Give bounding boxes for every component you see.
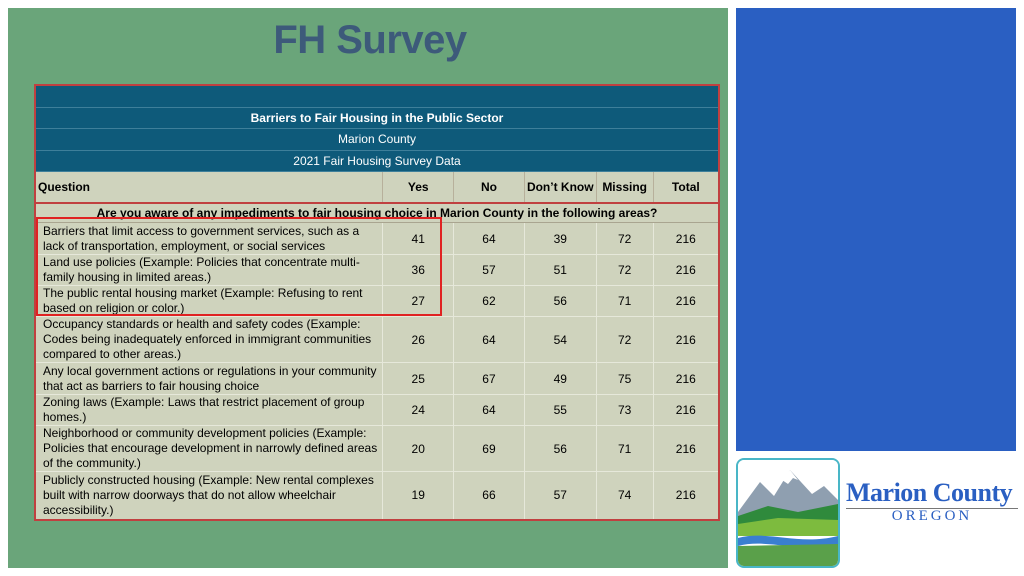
row-total: 216	[653, 425, 720, 472]
table-subtitle-survey: 2021 Fair Housing Survey Data	[35, 150, 719, 172]
column-header-no: No	[453, 171, 525, 204]
blue-side-panel	[736, 8, 1016, 451]
row-question: Land use policies (Example: Policies tha…	[35, 254, 384, 286]
table-title: Barriers to Fair Housing in the Public S…	[35, 107, 719, 129]
row-missing: 71	[596, 285, 654, 317]
table-row: Neighborhood or community development po…	[35, 425, 720, 472]
row-missing: 73	[596, 394, 654, 426]
row-yes: 27	[382, 285, 455, 317]
table-row: Zoning laws (Example: Laws that restrict…	[35, 394, 720, 426]
row-no: 62	[453, 285, 525, 317]
row-total: 216	[653, 471, 720, 520]
marion-county-logo: Marion County OREGON	[736, 458, 1024, 570]
column-header-dont-know: Don’t Know	[524, 171, 597, 204]
row-dont-know: 56	[524, 285, 597, 317]
survey-table: Barriers to Fair Housing in the Public S…	[34, 84, 720, 521]
table-subtitle-county: Marion County	[35, 128, 719, 151]
row-question: Any local government actions or regulati…	[35, 362, 384, 395]
row-no: 64	[453, 394, 525, 426]
row-missing: 72	[596, 316, 654, 363]
row-dont-know: 55	[524, 394, 597, 426]
row-yes: 19	[382, 471, 455, 520]
row-dont-know: 54	[524, 316, 597, 363]
row-yes: 26	[382, 316, 455, 363]
row-total: 216	[653, 285, 720, 317]
table-row: The public rental housing market (Exampl…	[35, 285, 720, 317]
table-row: Publicly constructed housing (Example: N…	[35, 471, 720, 520]
row-total: 216	[653, 394, 720, 426]
table-body: Barriers that limit access to government…	[35, 222, 720, 520]
row-question: Neighborhood or community development po…	[35, 425, 384, 472]
row-missing: 72	[596, 254, 654, 286]
column-header-total: Total	[653, 171, 719, 204]
header-spacer	[35, 85, 719, 108]
row-missing: 74	[596, 471, 654, 520]
row-yes: 25	[382, 362, 455, 395]
row-dont-know: 51	[524, 254, 597, 286]
table-row: Barriers that limit access to government…	[35, 222, 720, 255]
row-no: 69	[453, 425, 525, 472]
row-question: Barriers that limit access to government…	[35, 222, 384, 255]
row-no: 67	[453, 362, 525, 395]
row-total: 216	[653, 222, 720, 255]
row-yes: 36	[382, 254, 455, 286]
row-no: 64	[453, 316, 525, 363]
row-dont-know: 49	[524, 362, 597, 395]
column-header-question: Question	[35, 171, 384, 204]
table-row: Any local government actions or regulati…	[35, 362, 720, 395]
row-dont-know: 39	[524, 222, 597, 255]
row-no: 57	[453, 254, 525, 286]
row-missing: 71	[596, 425, 654, 472]
logo-state: OREGON	[891, 508, 973, 524]
row-total: 216	[653, 362, 720, 395]
section-question: Are you aware of any impediments to fair…	[35, 203, 719, 223]
row-no: 66	[453, 471, 525, 520]
column-header-yes: Yes	[382, 171, 455, 204]
row-yes: 41	[382, 222, 455, 255]
row-total: 216	[653, 316, 720, 363]
row-missing: 72	[596, 222, 654, 255]
slide-title: FH Survey	[273, 18, 467, 62]
row-yes: 20	[382, 425, 455, 472]
logo-name: Marion County	[846, 478, 1013, 507]
row-question: Zoning laws (Example: Laws that restrict…	[35, 394, 384, 426]
row-question: Publicly constructed housing (Example: N…	[35, 471, 384, 520]
mountain-landscape-icon	[736, 458, 840, 568]
row-missing: 75	[596, 362, 654, 395]
row-dont-know: 57	[524, 471, 597, 520]
row-no: 64	[453, 222, 525, 255]
row-dont-know: 56	[524, 425, 597, 472]
logo-divider	[846, 508, 1018, 509]
row-question: The public rental housing market (Exampl…	[35, 285, 384, 317]
row-question: Occupancy standards or health and safety…	[35, 316, 384, 363]
table-row: Land use policies (Example: Policies tha…	[35, 254, 720, 286]
row-total: 216	[653, 254, 720, 286]
column-header-missing: Missing	[596, 171, 654, 204]
table-row: Occupancy standards or health and safety…	[35, 316, 720, 363]
row-yes: 24	[382, 394, 455, 426]
